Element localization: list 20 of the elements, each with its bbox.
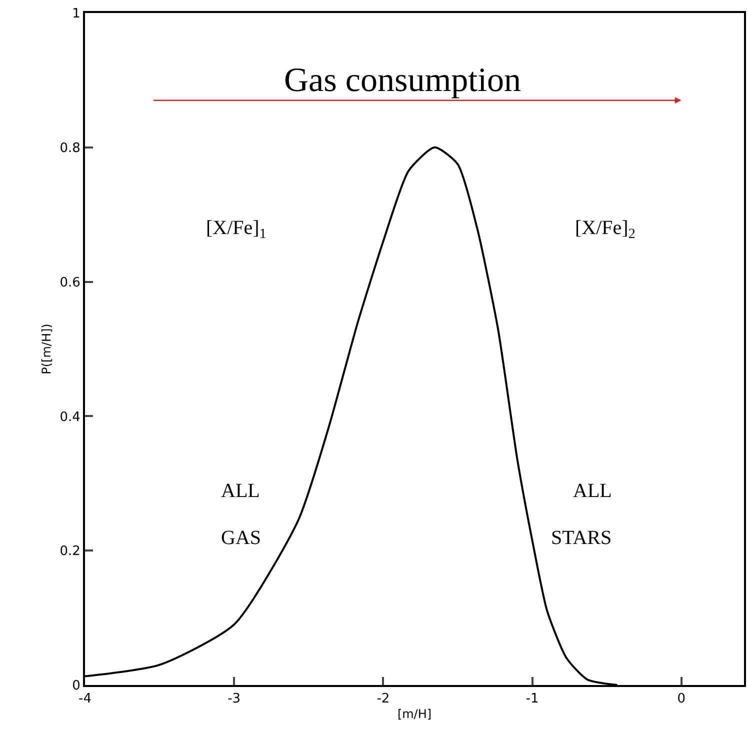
annotation: Gas consumption bbox=[284, 62, 522, 99]
y-tick-label: 0.2 bbox=[60, 544, 80, 560]
x-tick-label: -1 bbox=[526, 692, 539, 707]
x-tick-label: 0 bbox=[677, 692, 686, 707]
annotation: STARS bbox=[551, 527, 612, 549]
y-tick-label: 0 bbox=[72, 678, 80, 694]
annotation: GAS bbox=[221, 527, 262, 549]
y-axis-title: P([m/H]) bbox=[40, 324, 54, 374]
y-tick-label: 0.6 bbox=[60, 275, 80, 290]
annotation: [X/Fe]$_{2}$ bbox=[575, 217, 636, 242]
y-tick-label: 0.8 bbox=[60, 140, 80, 156]
y-tick-label: 1 bbox=[72, 6, 80, 22]
annotation: [X/Fe]$_{1}$ bbox=[206, 217, 266, 242]
x-tick-label: -4 bbox=[78, 692, 92, 707]
annotation: ALL bbox=[221, 480, 260, 502]
y-tick-label: 0.4 bbox=[60, 410, 80, 425]
x-tick-label: -2 bbox=[376, 692, 390, 707]
x-axis-title: [m/H] bbox=[397, 707, 432, 721]
annotation: ALL bbox=[573, 480, 612, 502]
x-tick-label: -3 bbox=[228, 692, 241, 707]
